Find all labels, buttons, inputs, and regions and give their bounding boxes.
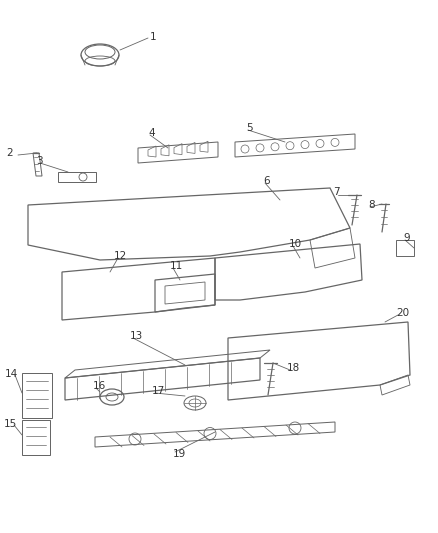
Text: 13: 13: [130, 331, 143, 341]
Text: 5: 5: [246, 123, 253, 133]
Text: 11: 11: [170, 261, 183, 271]
Text: 18: 18: [287, 363, 300, 373]
Text: 20: 20: [396, 308, 409, 318]
Text: 7: 7: [333, 187, 339, 197]
Text: 4: 4: [148, 128, 155, 138]
Text: 16: 16: [93, 381, 106, 391]
Text: 2: 2: [6, 148, 13, 158]
Text: 19: 19: [173, 449, 186, 459]
Text: 12: 12: [114, 251, 127, 261]
Text: 9: 9: [403, 233, 410, 243]
Text: 10: 10: [289, 239, 302, 249]
Text: 15: 15: [4, 419, 17, 429]
Text: 1: 1: [150, 32, 157, 42]
Text: 17: 17: [152, 386, 165, 396]
Text: 6: 6: [263, 176, 270, 186]
Text: 8: 8: [368, 200, 374, 210]
Text: 14: 14: [5, 369, 18, 379]
Text: 3: 3: [36, 156, 42, 166]
